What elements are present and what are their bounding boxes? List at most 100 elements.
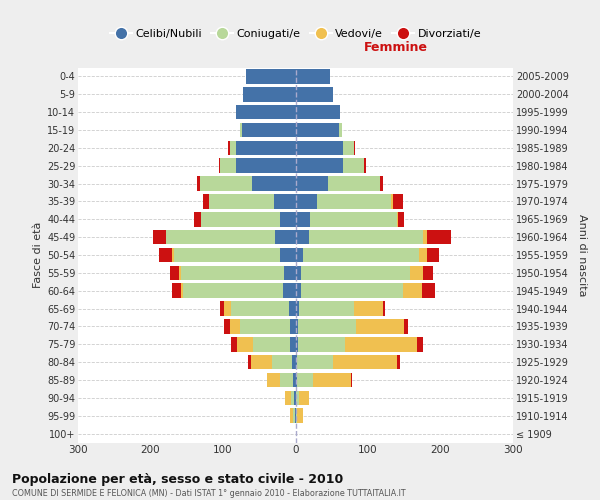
- Bar: [292, 355, 296, 370]
- Bar: [297, 408, 303, 423]
- Bar: [296, 105, 340, 120]
- Bar: [253, 337, 296, 351]
- Bar: [172, 284, 296, 298]
- Bar: [170, 266, 296, 280]
- Bar: [236, 105, 296, 120]
- Bar: [296, 301, 299, 316]
- Bar: [236, 140, 296, 155]
- Bar: [296, 248, 303, 262]
- Bar: [383, 301, 385, 316]
- Bar: [246, 69, 296, 84]
- Bar: [241, 122, 296, 138]
- Bar: [296, 266, 301, 280]
- Bar: [284, 266, 296, 280]
- Bar: [231, 301, 296, 316]
- Bar: [423, 230, 427, 244]
- Legend: Celibi/Nubili, Coniugati/e, Vedovi/e, Divorziati/e: Celibi/Nubili, Coniugati/e, Vedovi/e, Di…: [106, 24, 485, 43]
- Bar: [200, 176, 296, 191]
- Bar: [220, 301, 296, 316]
- Text: COMUNE DI SERMIDE E FELONICA (MN) - Dati ISTAT 1° gennaio 2010 - Elaborazione TU: COMUNE DI SERMIDE E FELONICA (MN) - Dati…: [12, 489, 406, 498]
- Bar: [295, 408, 296, 423]
- Bar: [181, 284, 296, 298]
- Text: Popolazione per età, sesso e stato civile - 2010: Popolazione per età, sesso e stato civil…: [12, 472, 343, 486]
- Bar: [166, 230, 296, 244]
- Bar: [289, 301, 296, 316]
- Bar: [290, 408, 296, 423]
- Bar: [252, 176, 296, 191]
- Bar: [313, 372, 350, 388]
- Bar: [350, 372, 352, 388]
- Bar: [296, 158, 343, 173]
- Bar: [296, 284, 301, 298]
- Bar: [174, 248, 296, 262]
- Bar: [339, 122, 342, 138]
- Bar: [283, 284, 296, 298]
- Bar: [181, 266, 296, 280]
- Bar: [423, 266, 433, 280]
- Bar: [201, 212, 296, 226]
- Bar: [296, 372, 297, 388]
- Bar: [280, 248, 296, 262]
- Bar: [152, 230, 296, 244]
- Bar: [427, 248, 439, 262]
- Bar: [353, 301, 383, 316]
- Bar: [299, 390, 309, 405]
- Bar: [303, 248, 419, 262]
- Bar: [397, 355, 400, 370]
- Bar: [237, 337, 296, 351]
- Bar: [310, 212, 397, 226]
- Bar: [286, 390, 296, 405]
- Bar: [197, 176, 296, 191]
- Bar: [275, 230, 296, 244]
- Bar: [291, 390, 296, 405]
- Bar: [274, 194, 296, 209]
- Bar: [297, 355, 333, 370]
- Bar: [296, 212, 310, 226]
- Bar: [166, 230, 296, 244]
- Bar: [209, 194, 296, 209]
- Bar: [317, 194, 391, 209]
- Bar: [343, 140, 354, 155]
- Bar: [296, 87, 333, 102]
- Bar: [244, 87, 296, 102]
- Bar: [298, 337, 345, 351]
- Bar: [364, 158, 366, 173]
- Bar: [179, 266, 296, 280]
- Bar: [299, 301, 353, 316]
- Bar: [296, 355, 297, 370]
- Bar: [200, 176, 296, 191]
- Bar: [220, 158, 296, 173]
- Bar: [293, 408, 296, 423]
- Bar: [404, 319, 408, 334]
- Bar: [224, 319, 296, 334]
- Bar: [266, 372, 296, 388]
- Bar: [354, 140, 355, 155]
- Bar: [296, 390, 299, 405]
- Bar: [333, 355, 397, 370]
- Bar: [220, 158, 296, 173]
- Bar: [242, 122, 296, 138]
- Bar: [241, 319, 296, 334]
- Bar: [296, 122, 339, 138]
- Bar: [236, 105, 296, 120]
- Bar: [251, 355, 296, 370]
- Bar: [159, 248, 296, 262]
- Bar: [296, 194, 317, 209]
- Bar: [345, 337, 418, 351]
- Bar: [172, 248, 296, 262]
- Bar: [183, 284, 296, 298]
- Bar: [241, 122, 296, 138]
- Bar: [290, 319, 296, 334]
- Bar: [230, 140, 296, 155]
- Bar: [294, 390, 296, 405]
- Bar: [201, 212, 296, 226]
- Bar: [246, 69, 296, 84]
- Bar: [246, 69, 296, 84]
- Bar: [298, 319, 356, 334]
- Y-axis label: Fasce di età: Fasce di età: [32, 222, 43, 288]
- Bar: [392, 194, 403, 209]
- Bar: [397, 212, 398, 226]
- Bar: [290, 337, 296, 351]
- Bar: [398, 212, 404, 226]
- Bar: [380, 176, 383, 191]
